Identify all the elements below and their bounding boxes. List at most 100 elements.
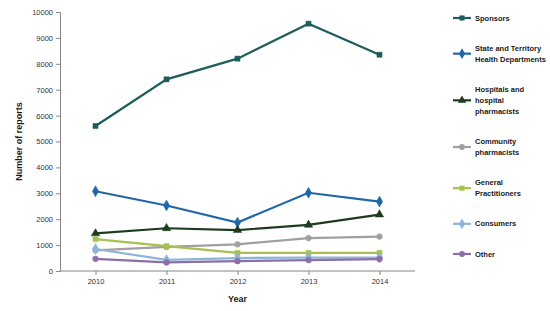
- legend-label: Sponsors: [475, 14, 510, 23]
- series-marker: [92, 186, 98, 197]
- x-tick: 2010: [88, 271, 105, 286]
- y-tick: 8000: [36, 60, 60, 69]
- y-tick-mark: [56, 193, 60, 194]
- y-axis-title: Number of reports: [14, 102, 24, 181]
- legend-label: Consumers: [475, 219, 516, 228]
- x-axis-title: Year: [228, 294, 248, 304]
- legend-marker: [459, 251, 465, 257]
- x-tick-mark: [238, 271, 239, 275]
- legend-marker: [459, 144, 465, 150]
- legend-entry: Consumers: [453, 218, 516, 229]
- x-tick-label: 2013: [301, 277, 318, 286]
- y-tick: 2000: [36, 215, 60, 224]
- y-tick-label: 5000: [36, 137, 53, 146]
- y-tick-label: 6000: [36, 112, 53, 121]
- series-marker: [305, 252, 311, 263]
- legend-label: GeneralPractitioners: [475, 178, 521, 198]
- series: [93, 21, 382, 128]
- x-tick-label: 2010: [88, 277, 105, 286]
- series-marker: [375, 210, 383, 217]
- y-tick-mark: [56, 219, 60, 220]
- y-axis-line: [56, 13, 61, 272]
- legend-label: Hospitals andhospitalpharmacists: [475, 85, 525, 116]
- y-tick-label: 7000: [36, 86, 53, 95]
- x-tick: 2013: [301, 271, 318, 286]
- y-tick: 1000: [36, 241, 60, 250]
- y-tick-label: 3000: [36, 189, 53, 198]
- chart: 0100020003000400050006000700080009000100…: [0, 0, 550, 311]
- y-tick-mark: [56, 271, 60, 272]
- series-marker: [235, 56, 240, 61]
- series-marker: [93, 123, 98, 128]
- y-tick: 4000: [36, 163, 60, 172]
- x-tick-mark: [167, 271, 168, 275]
- legend-entry: Other: [453, 250, 495, 259]
- y-tick-label: 9000: [36, 34, 53, 43]
- x-tick-label: 2012: [230, 277, 247, 286]
- x-tick-mark: [96, 271, 97, 275]
- series-marker: [306, 21, 311, 26]
- series: [92, 244, 382, 266]
- series-marker: [164, 244, 170, 250]
- series-marker: [162, 223, 170, 230]
- y-tick-mark: [56, 38, 60, 39]
- series-marker: [306, 235, 312, 241]
- y-tick: 0: [49, 267, 60, 276]
- legend-entry: GeneralPractitioners: [453, 178, 521, 198]
- series-marker: [163, 254, 169, 265]
- series-marker: [163, 200, 169, 211]
- series-marker: [91, 229, 99, 236]
- plot-marks: [91, 21, 383, 265]
- series-marker: [164, 77, 169, 82]
- y-tick-label: 4000: [36, 163, 53, 172]
- series-marker: [92, 244, 98, 255]
- legend-marker: [459, 48, 465, 59]
- legend-marker: [458, 96, 466, 103]
- x-tick-label: 2011: [159, 277, 175, 286]
- series-marker: [376, 196, 382, 207]
- legend: Sponsors State and TerritoryHealth Depart…: [453, 14, 546, 259]
- y-axis: 0100020003000400050006000700080009000100…: [32, 8, 60, 276]
- x-tick-mark: [309, 271, 310, 275]
- y-tick-mark: [56, 116, 60, 117]
- series-marker: [305, 187, 311, 198]
- x-axis: 2010 2011 2012 2013 2014: [60, 271, 415, 286]
- y-tick-mark: [56, 142, 60, 143]
- y-tick: 3000: [36, 189, 60, 198]
- x-tick-mark: [380, 271, 381, 275]
- x-tick: 2012: [230, 271, 247, 286]
- legend-entry: Sponsors: [453, 14, 510, 23]
- legend-marker: [459, 15, 464, 20]
- y-tick: 7000: [36, 86, 60, 95]
- series-line: [96, 24, 380, 126]
- series-marker: [93, 256, 99, 262]
- series-marker: [235, 258, 241, 264]
- series-marker: [377, 256, 383, 262]
- series-line: [96, 215, 380, 234]
- y-tick: 6000: [36, 112, 60, 121]
- y-tick-mark: [56, 64, 60, 65]
- x-tick: 2014: [372, 271, 389, 286]
- series-marker: [164, 260, 170, 266]
- series-marker: [377, 52, 382, 57]
- legend-marker: [459, 186, 464, 191]
- series-marker: [234, 253, 240, 264]
- series: [93, 256, 383, 265]
- legend-label: Other: [475, 250, 495, 259]
- series: [91, 210, 383, 236]
- x-tick-label: 2014: [372, 277, 389, 286]
- legend-entry: Hospitals andhospitalpharmacists: [453, 85, 525, 116]
- y-tick-label: 1000: [36, 241, 53, 250]
- y-tick-label: 0: [49, 267, 53, 276]
- series-marker: [306, 257, 312, 263]
- legend-label: State and TerritoryHealth Departments: [475, 44, 546, 64]
- y-tick: 9000: [36, 34, 60, 43]
- series: [92, 186, 382, 228]
- series-marker: [164, 244, 169, 249]
- y-tick: 5000: [36, 137, 60, 146]
- series-marker: [304, 220, 312, 227]
- series-marker: [233, 225, 241, 232]
- y-tick-label: 2000: [36, 215, 53, 224]
- legend-marker: [459, 218, 465, 229]
- series-marker: [235, 241, 241, 247]
